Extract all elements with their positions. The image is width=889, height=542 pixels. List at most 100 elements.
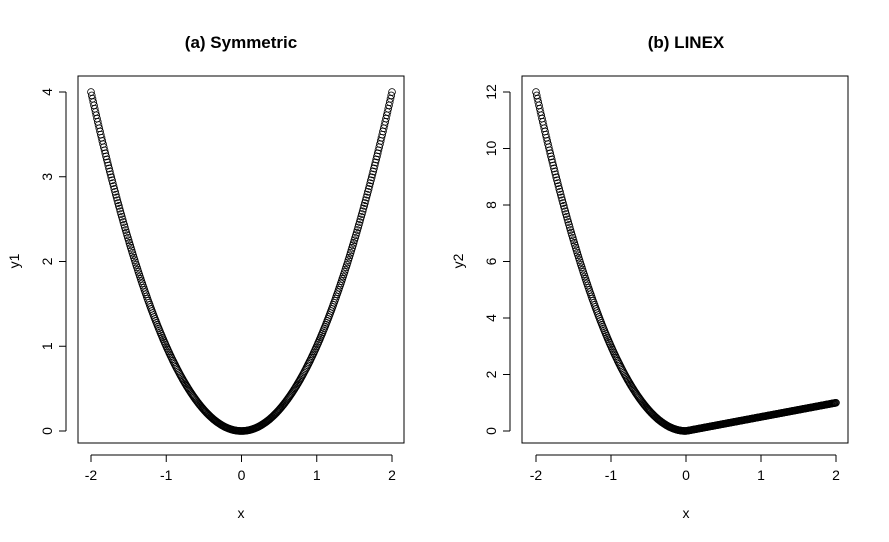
data-point [607, 342, 615, 351]
x-tick-label: -1 [605, 467, 618, 483]
data-point [367, 176, 375, 185]
data-point [108, 176, 116, 185]
data-point [364, 188, 372, 196]
panel-a-x-label: x [238, 505, 245, 521]
data-point [361, 199, 369, 207]
data-point [107, 173, 116, 182]
data-point [112, 193, 121, 202]
data-point [371, 158, 380, 167]
data-point [104, 161, 113, 170]
y-tick-label: 0 [483, 427, 499, 435]
data-point [109, 179, 117, 187]
x-tick-label: 1 [313, 467, 321, 483]
panel-a-points [87, 88, 396, 435]
data-point [550, 167, 559, 176]
data-point [115, 202, 123, 210]
data-point [607, 344, 616, 352]
data-point [370, 161, 379, 170]
data-point [106, 167, 114, 176]
data-point [559, 199, 567, 207]
y-tick-label: 3 [39, 173, 55, 181]
data-point [832, 398, 840, 407]
data-point [552, 173, 561, 182]
y-tick-label: 1 [39, 342, 55, 350]
data-point [162, 342, 171, 351]
data-point [558, 196, 567, 205]
data-point [367, 173, 376, 182]
data-point [112, 190, 120, 199]
y-tick-label: 2 [483, 370, 499, 378]
data-point [363, 190, 371, 199]
data-point [556, 190, 565, 199]
data-point [549, 161, 558, 170]
y-tick-label: 8 [483, 201, 499, 209]
data-point [545, 146, 554, 155]
data-point [364, 185, 373, 193]
data-point [553, 179, 562, 187]
data-point [113, 196, 122, 205]
panel-b-y-axis: 0 2 4 6 8 10 12 [483, 84, 511, 435]
data-point [365, 182, 374, 190]
data-point [310, 347, 319, 356]
data-point [366, 179, 374, 187]
panel-a-x-axis: -2 -1 0 1 2 [85, 454, 396, 483]
x-tick-label: -2 [85, 467, 98, 483]
data-point [388, 88, 396, 96]
data-point [372, 155, 381, 164]
x-tick-label: 2 [388, 467, 396, 483]
data-point [110, 185, 119, 193]
panel-b-points [532, 88, 840, 435]
panel-a-plot-frame [77, 75, 405, 444]
data-point [358, 207, 367, 216]
data-point [109, 182, 118, 190]
panel-symmetric: (a) Symmetric -2 -1 0 1 2 0 1 2 3 4 x y1 [6, 33, 405, 521]
data-point [546, 149, 555, 158]
x-tick-label: 0 [238, 467, 246, 483]
panel-a-y-axis: 0 1 2 3 4 [39, 88, 67, 435]
data-point [550, 164, 558, 173]
data-point [114, 199, 122, 207]
data-point [311, 345, 320, 354]
panel-b-x-axis: -2 -1 0 1 2 [530, 454, 840, 483]
data-point [163, 344, 171, 352]
data-point [555, 185, 564, 193]
data-point [115, 204, 124, 213]
data-point [557, 193, 566, 202]
data-point [556, 188, 564, 196]
data-point [553, 176, 561, 185]
y-tick-label: 0 [39, 427, 55, 435]
x-tick-label: 0 [682, 467, 690, 483]
y-tick-label: 10 [483, 141, 499, 157]
panel-b-x-label: x [683, 505, 690, 521]
data-point [106, 170, 115, 179]
data-point [312, 344, 320, 352]
x-tick-label: -2 [530, 467, 543, 483]
data-point [368, 170, 377, 179]
data-point [103, 158, 112, 167]
panel-a-title: (a) Symmetric [185, 33, 297, 52]
y-tick-label: 6 [483, 257, 499, 265]
y-tick-label: 2 [39, 257, 55, 265]
data-point [554, 182, 563, 190]
y-tick-label: 12 [483, 84, 499, 100]
data-point [359, 204, 368, 213]
panel-b-plot-frame [521, 75, 849, 444]
x-tick-label: 1 [757, 467, 765, 483]
data-point [547, 152, 555, 161]
data-point [551, 170, 560, 179]
data-point [370, 164, 378, 173]
data-point [547, 155, 556, 164]
data-point [560, 204, 569, 213]
data-point [548, 158, 557, 167]
panel-b-title: (b) LINEX [648, 33, 725, 52]
data-point [362, 193, 371, 202]
data-point [361, 196, 370, 205]
x-tick-label: 2 [832, 467, 840, 483]
x-tick-label: -1 [160, 467, 173, 483]
data-point [360, 202, 368, 210]
data-point [105, 164, 113, 173]
data-point [369, 167, 377, 176]
y-tick-label: 4 [483, 314, 499, 322]
